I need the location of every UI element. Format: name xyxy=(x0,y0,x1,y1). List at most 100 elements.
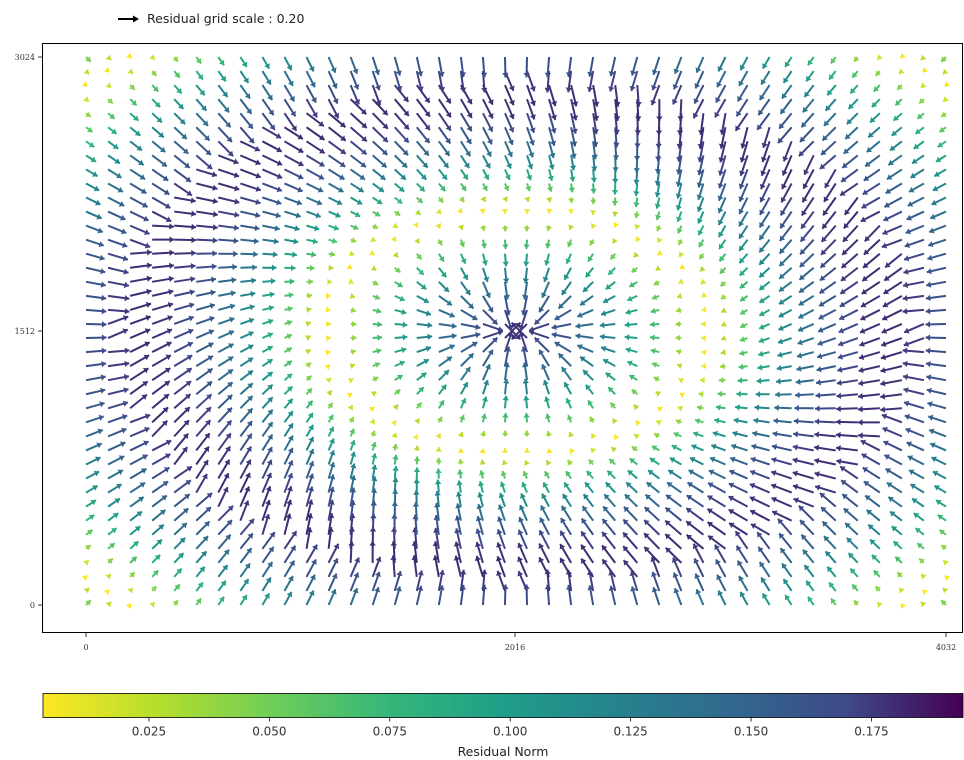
quiver-arrow-head xyxy=(566,241,573,247)
quiver-arrow xyxy=(305,56,315,72)
quiver-arrow xyxy=(501,209,509,214)
quiver-arrow xyxy=(327,56,337,74)
quiver-arrow xyxy=(517,542,528,564)
quiver-arrow xyxy=(261,56,271,70)
quiver-arrow-head xyxy=(138,159,144,166)
quiver-arrow-head xyxy=(287,423,294,429)
quiver-arrow xyxy=(129,354,150,367)
quiver-arrow-head xyxy=(912,498,918,504)
quiver-arrow xyxy=(736,84,749,102)
quiver-arrow xyxy=(262,210,281,219)
quiver-arrow-head xyxy=(581,518,587,524)
quiver-arrow-head xyxy=(819,275,826,281)
quiver-arrow xyxy=(651,445,660,452)
quiver-arrow-head xyxy=(931,456,937,463)
quiver-arrow-head xyxy=(779,123,785,129)
quiver-arrow xyxy=(261,112,276,131)
quiver-arrow xyxy=(392,404,399,411)
quiver-arrow xyxy=(643,506,661,522)
quiver-arrow xyxy=(305,112,325,128)
quiver-arrow-head xyxy=(599,322,605,329)
quiver-arrow-head xyxy=(802,183,809,189)
quiver-arrow-head xyxy=(566,415,573,421)
quiver-arrow-head xyxy=(436,416,443,423)
quiver-arrow xyxy=(526,112,536,134)
quiver-arrow xyxy=(625,481,638,494)
quiver-arrow xyxy=(633,404,640,411)
quiver-arrow xyxy=(350,182,365,193)
quiver-arrow xyxy=(653,376,660,383)
quiver-arrow xyxy=(758,350,770,357)
quiver-arrow xyxy=(835,418,858,426)
quiver-arrow-head xyxy=(870,117,876,123)
quiver-arrow xyxy=(633,433,640,440)
quiver-arrow xyxy=(480,413,488,423)
quiver-arrow-head xyxy=(717,183,724,189)
quiver-arrow xyxy=(262,251,278,258)
quiver-arrow-head xyxy=(877,602,883,608)
quiver-arrow-head xyxy=(735,404,740,411)
quiver-arrow xyxy=(860,210,881,223)
quiver-arrow-head xyxy=(693,558,700,564)
quiver-arrow-head xyxy=(577,344,583,350)
quiver-arrow-head xyxy=(518,517,525,523)
quiver-arrow-head xyxy=(771,483,777,490)
quiver-arrow-head xyxy=(687,482,693,488)
quiver-arrow xyxy=(195,419,212,438)
quiver-arrow-head xyxy=(890,145,896,151)
quiver-arrow xyxy=(499,481,506,493)
quiver-arrow-head xyxy=(906,441,913,448)
quiver-arrow xyxy=(438,355,453,367)
quiver-arrow xyxy=(580,517,594,536)
quiver-arrow-head xyxy=(232,263,237,271)
quiver-arrow-head xyxy=(752,430,758,437)
quiver-arrow xyxy=(438,332,457,340)
quiver-arrow xyxy=(370,441,377,451)
quiver-arrow xyxy=(735,98,749,117)
quiver-arrow xyxy=(649,334,660,341)
quiver-arrow-head xyxy=(83,96,89,102)
quiver-arrow-head xyxy=(848,553,854,559)
quiver-arrow xyxy=(261,446,273,465)
quiver-arrow-head xyxy=(333,224,339,231)
quiver-arrow xyxy=(628,374,638,382)
quiver-arrow-head xyxy=(565,398,572,404)
quiver-arrow xyxy=(758,225,771,241)
quiver-arrow-head xyxy=(862,189,869,195)
quiver-arrow xyxy=(779,225,793,242)
quiver-arrow xyxy=(607,267,616,276)
quiver-arrow xyxy=(370,430,377,437)
quiver-arrow xyxy=(349,451,357,465)
quiver-arrow-head xyxy=(185,176,191,182)
quiver-arrow-head xyxy=(462,274,469,280)
quiver-arrow xyxy=(327,449,336,465)
quiver-arrow xyxy=(896,84,903,91)
quiver-arrow-head xyxy=(286,499,293,505)
quiver-arrow-head xyxy=(895,99,901,106)
quiver-arrow-head xyxy=(655,225,662,232)
quiver-arrow-head xyxy=(677,405,683,412)
quiver-arrow xyxy=(217,368,234,381)
quiver-arrow-head xyxy=(149,602,155,608)
quiver-arrow xyxy=(394,280,404,288)
quiver-arrow xyxy=(350,306,357,314)
quiver-arrow xyxy=(546,197,553,203)
quiver-arrow-head xyxy=(290,110,296,117)
quiver-arrow-head xyxy=(225,534,231,541)
quiver-arrow-head xyxy=(349,363,355,370)
quiver-arrow xyxy=(575,332,594,340)
quiver-arrow xyxy=(927,252,947,261)
quiver-arrow-head xyxy=(655,265,662,271)
quiver-arrow-head xyxy=(651,84,658,91)
quiver-arrow-head xyxy=(899,68,905,74)
quiver-arrow-head xyxy=(538,349,545,356)
quiver-arrow xyxy=(262,291,275,298)
quiver-arrow-head xyxy=(565,471,572,477)
colorbar-tick-label: 0.125 xyxy=(613,725,647,739)
quiver-arrow xyxy=(903,252,925,262)
quiver-arrow-head xyxy=(267,422,273,428)
quiver-arrow-head xyxy=(807,59,814,66)
quiver-arrow xyxy=(371,126,389,143)
quiver-arrow xyxy=(622,545,639,564)
quiver-arrow xyxy=(482,336,499,353)
